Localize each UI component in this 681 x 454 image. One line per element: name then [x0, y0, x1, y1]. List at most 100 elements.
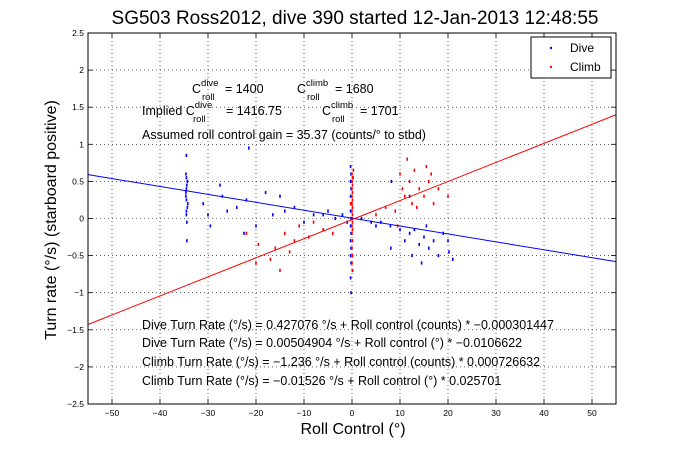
y-tick-label: 0: [79, 214, 84, 224]
data-point-climb: [279, 268, 281, 273]
fit-equation-dive-counts: Dive Turn Rate (°/s) = 0.427076 °/s + Ro…: [142, 318, 554, 332]
data-point-dive: [186, 205, 189, 209]
data-point-climb: [351, 261, 353, 265]
legend-marker-climb: [549, 65, 553, 69]
y-tick-label: −0.5: [67, 251, 84, 261]
data-point-climb: [351, 187, 353, 191]
data-point-dive: [425, 224, 428, 228]
data-point-climb: [351, 228, 354, 232]
data-point-dive: [420, 261, 423, 265]
data-point-climb: [351, 231, 353, 235]
implied-climb-label: Cclimb: [322, 100, 353, 118]
data-point-dive: [408, 231, 411, 235]
plot-area: −50 −40 −30 −20 −10 0 10 20 30 40 50−2.5−2−1.5−1−0…: [67, 28, 617, 418]
data-point-dive: [221, 194, 224, 198]
data-point-climb: [293, 239, 296, 243]
data-point-dive: [350, 216, 352, 221]
data-point-dive: [350, 246, 352, 250]
data-point-dive: [404, 239, 406, 243]
data-point-dive: [390, 246, 392, 250]
data-point-climb: [418, 187, 420, 191]
data-point-dive: [448, 250, 450, 254]
data-point-climb: [404, 194, 406, 198]
fit-equation-climb-counts: Climb Turn Rate (°/s) = −1.236 °/s + Rol…: [142, 355, 540, 369]
data-point-dive: [346, 220, 348, 224]
data-point-climb: [425, 164, 428, 169]
legend-marker-dive: [549, 46, 553, 50]
data-point-dive: [226, 209, 228, 213]
data-point-climb: [394, 209, 396, 213]
data-point-dive: [185, 198, 188, 202]
data-point-dive: [423, 235, 425, 239]
data-point-dive: [322, 213, 324, 217]
data-point-dive: [248, 146, 250, 150]
y-tick-label: 2.5: [72, 28, 84, 38]
data-point-dive: [185, 187, 188, 191]
fit-equation-climb-degrees: Climb Turn Rate (°/s) = −0.01526 °/s + R…: [142, 374, 501, 388]
data-point-climb: [423, 194, 425, 198]
data-point-dive: [186, 239, 188, 243]
data-point-climb: [322, 228, 324, 232]
implied-dive-sub: roll: [193, 114, 206, 125]
y-tick-label: −1: [74, 288, 84, 298]
data-point-climb: [413, 168, 416, 172]
data-point-climb: [351, 209, 353, 213]
data-point-climb: [408, 179, 411, 183]
c-climb-value: = 1680: [335, 82, 374, 96]
fit-line-climb: [87, 114, 617, 325]
data-point-dive: [341, 213, 344, 217]
data-point-dive: [245, 198, 248, 202]
c-dive-value: = 1400: [225, 82, 264, 96]
data-point-climb: [437, 187, 440, 191]
x-tick-label: 50: [587, 408, 597, 418]
data-point-dive: [428, 246, 430, 250]
data-point-climb: [406, 157, 408, 161]
data-point-climb: [401, 187, 404, 191]
data-point-dive: [202, 202, 204, 206]
data-point-dive: [279, 194, 281, 198]
data-point-climb: [312, 220, 315, 224]
fit-equations: Dive Turn Rate (°/s) = 0.427076 °/s + Ro…: [142, 318, 554, 388]
x-tick-label: 30: [491, 408, 501, 418]
implied-climb-sub: roll: [332, 114, 345, 125]
x-tick-label: −10: [297, 408, 312, 418]
y-tick-label: −2: [74, 362, 84, 372]
x-tick-label: 20: [443, 408, 453, 418]
data-point-dive: [380, 220, 382, 224]
data-point-climb: [255, 261, 257, 265]
data-point-dive: [186, 179, 189, 183]
data-point-dive: [349, 276, 352, 280]
y-tick-label: 0.5: [72, 176, 84, 186]
data-point-dive: [370, 220, 372, 224]
data-point-dive: [185, 172, 187, 176]
data-point-dive: [350, 231, 352, 235]
data-point-dive: [209, 224, 212, 228]
x-tick-label: 0: [350, 408, 355, 418]
data-point-dive: [350, 291, 352, 295]
data-point-dive: [272, 213, 274, 217]
data-point-dive: [207, 213, 209, 217]
chart-title: SG503 Ross2012, dive 390 started 12-Jan-…: [112, 8, 599, 29]
data-point-climb: [351, 213, 354, 217]
legend-label-dive: Dive: [570, 41, 594, 55]
data-point-dive: [413, 228, 416, 232]
data-point-dive: [293, 205, 296, 209]
data-point-dive: [185, 209, 188, 213]
data-point-climb: [430, 172, 432, 176]
data-point-dive: [186, 183, 188, 187]
data-point-dive: [349, 209, 352, 213]
y-axis-label: Turn rate (°/s) (starboard positive): [43, 100, 60, 340]
data-point-climb: [349, 202, 352, 206]
x-tick-label: 40: [539, 408, 549, 418]
y-tick-label: 2: [79, 65, 84, 75]
data-point-dive: [432, 239, 435, 243]
data-point-climb: [351, 224, 353, 228]
x-tick-label: −50: [105, 408, 120, 418]
c-dive-sub: roll: [202, 92, 215, 103]
data-point-climb: [351, 172, 353, 176]
data-point-climb: [351, 254, 354, 258]
data-point-dive: [284, 209, 286, 213]
data-point-dive: [349, 224, 352, 228]
data-point-climb: [416, 205, 418, 209]
assumed-gain-text: Assumed roll control gain = 35.37 (count…: [142, 128, 426, 142]
